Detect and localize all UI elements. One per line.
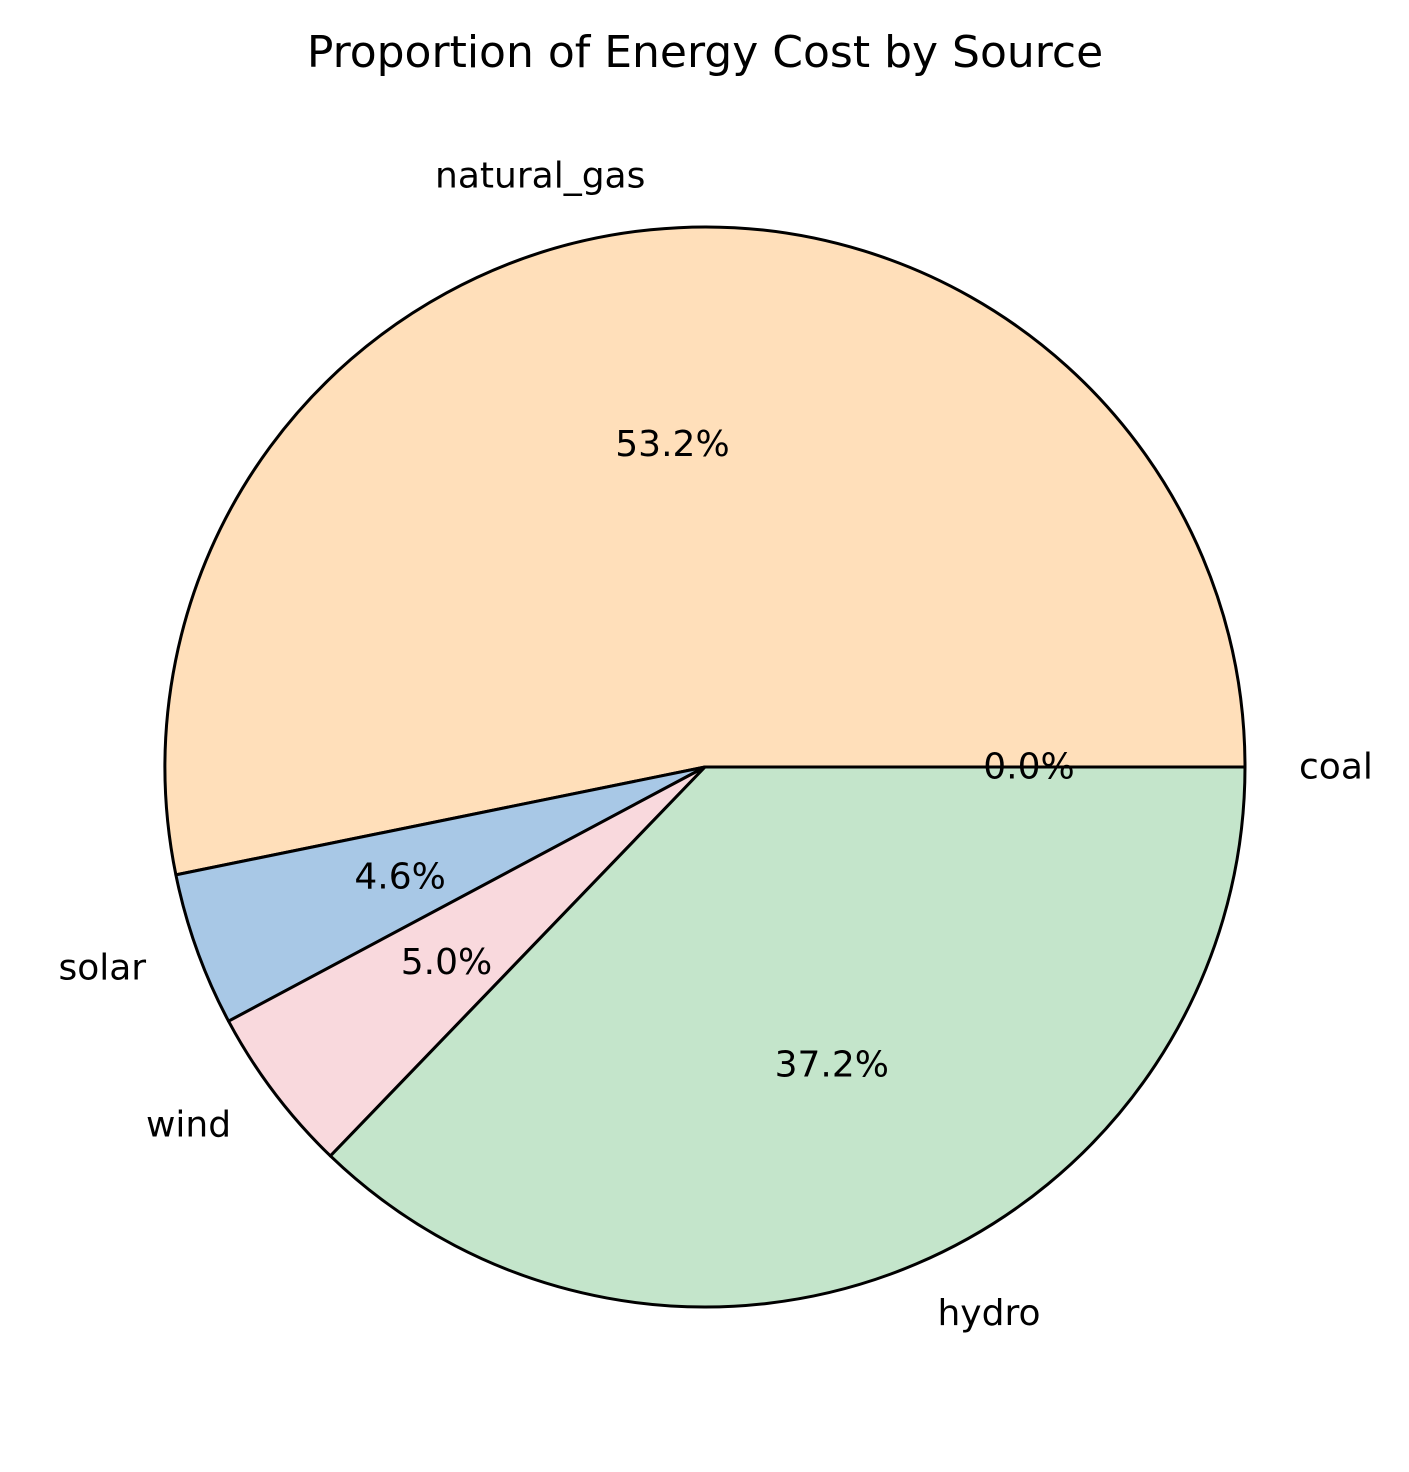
- slice-label-solar: solar: [58, 948, 146, 989]
- slice-label-natural-gas: natural_gas: [435, 155, 645, 196]
- pie-labels: natural_gas 53.2% solar 4.6% wind 5.0% hydro 37…: [58, 155, 1372, 1334]
- pct-label-wind: 5.0%: [401, 942, 492, 983]
- slice-label-hydro: hydro: [937, 1293, 1040, 1334]
- pct-label-solar: 4.6%: [354, 856, 445, 897]
- slice-hydro: [328, 765, 1247, 1309]
- pct-label-natural-gas: 53.2%: [615, 424, 729, 465]
- slice-wind: [227, 765, 707, 1158]
- slice-solar: [174, 765, 707, 1023]
- pct-label-coal: 0.0%: [983, 747, 1074, 788]
- slice-natural-gas: [163, 225, 1247, 877]
- slice-label-coal: coal: [1299, 747, 1373, 788]
- slice-label-wind: wind: [146, 1105, 231, 1146]
- pie-slices: [163, 225, 1247, 1309]
- pct-label-hydro: 37.2%: [775, 1045, 889, 1086]
- chart-title: Proportion of Energy Cost by Source: [307, 27, 1103, 78]
